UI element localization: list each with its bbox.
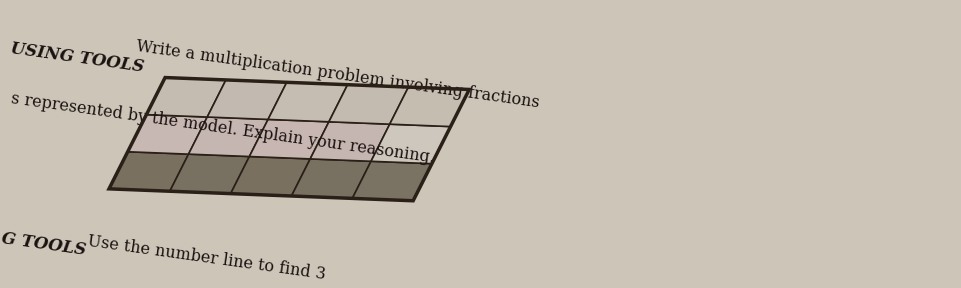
Bar bbox=[97, 0, 145, 268]
Bar bbox=[577, 0, 625, 268]
Bar bbox=[49, 0, 97, 268]
Bar bbox=[481, 0, 530, 268]
Bar bbox=[817, 0, 865, 268]
Text: Use the number line to find 3: Use the number line to find 3 bbox=[82, 232, 327, 283]
Polygon shape bbox=[208, 80, 286, 120]
Text: USING TOOLS: USING TOOLS bbox=[10, 40, 145, 75]
Bar bbox=[1, 0, 49, 268]
Bar bbox=[289, 0, 337, 268]
Bar bbox=[769, 0, 817, 268]
Polygon shape bbox=[128, 115, 208, 154]
Bar bbox=[913, 0, 961, 268]
Bar bbox=[193, 0, 241, 268]
Text: G TOOLS: G TOOLS bbox=[0, 230, 86, 258]
Text: Write a multiplication problem involving fractions: Write a multiplication problem involving… bbox=[130, 37, 540, 111]
Polygon shape bbox=[268, 82, 348, 122]
Bar bbox=[673, 0, 721, 268]
Bar bbox=[625, 0, 673, 268]
Bar bbox=[721, 0, 769, 268]
Polygon shape bbox=[329, 85, 408, 124]
Bar bbox=[433, 0, 481, 268]
Polygon shape bbox=[353, 161, 431, 201]
Polygon shape bbox=[109, 152, 188, 191]
Bar bbox=[337, 0, 385, 268]
Polygon shape bbox=[146, 77, 226, 117]
Bar bbox=[530, 0, 577, 268]
Polygon shape bbox=[310, 122, 390, 161]
Polygon shape bbox=[249, 120, 329, 159]
Bar bbox=[865, 0, 913, 268]
Polygon shape bbox=[291, 159, 371, 198]
Polygon shape bbox=[390, 87, 469, 126]
Polygon shape bbox=[231, 156, 310, 196]
Bar bbox=[145, 0, 193, 268]
Polygon shape bbox=[170, 154, 249, 194]
Bar bbox=[241, 0, 289, 268]
Bar bbox=[385, 0, 433, 268]
Polygon shape bbox=[188, 117, 268, 156]
Text: s represented by the model. Explain your reasoning.: s represented by the model. Explain your… bbox=[10, 91, 435, 167]
Polygon shape bbox=[371, 124, 451, 164]
